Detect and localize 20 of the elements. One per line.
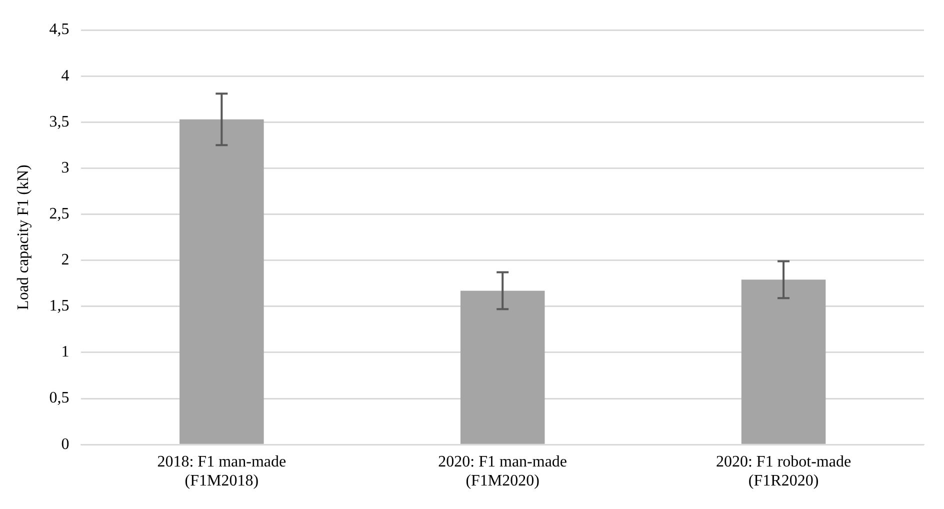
category-label: 2018: F1 man-made — [157, 453, 286, 470]
category-label: (F1M2020) — [466, 472, 540, 490]
y-axis-title: Load capacity F1 (kN) — [14, 164, 32, 310]
y-tick-label: 3 — [61, 159, 70, 176]
category-label: 2020: F1 man-made — [438, 453, 568, 470]
y-tick-label: 4,5 — [49, 21, 70, 38]
y-tick-label: 2,5 — [49, 205, 70, 222]
y-tick-label: 1 — [61, 344, 70, 361]
y-tick-label: 0,5 — [49, 390, 70, 407]
y-tick-label: 3,5 — [49, 113, 70, 130]
bar — [741, 280, 826, 444]
category-label: (F1R2020) — [748, 472, 819, 490]
y-tick-label: 1,5 — [49, 298, 70, 315]
bar — [460, 290, 545, 444]
category-label: 2020: F1 robot-made — [716, 453, 852, 470]
y-tick-label: 4 — [61, 67, 70, 84]
y-tick-label: 2 — [61, 252, 70, 269]
y-tick-label: 0 — [61, 436, 70, 453]
category-label: (F1M2018) — [184, 472, 259, 490]
bar — [180, 119, 264, 444]
